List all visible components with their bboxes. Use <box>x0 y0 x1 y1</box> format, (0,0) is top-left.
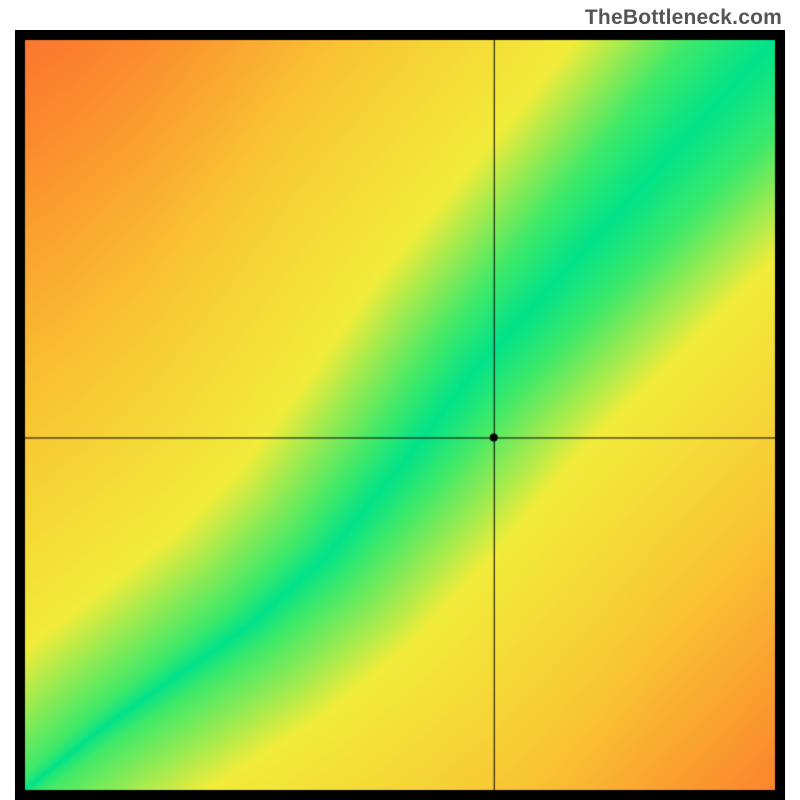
heatmap-canvas <box>15 30 785 800</box>
attribution-label: TheBottleneck.com <box>585 6 782 30</box>
chart-container: TheBottleneck.com <box>0 0 800 800</box>
heatmap-plot <box>15 30 785 800</box>
